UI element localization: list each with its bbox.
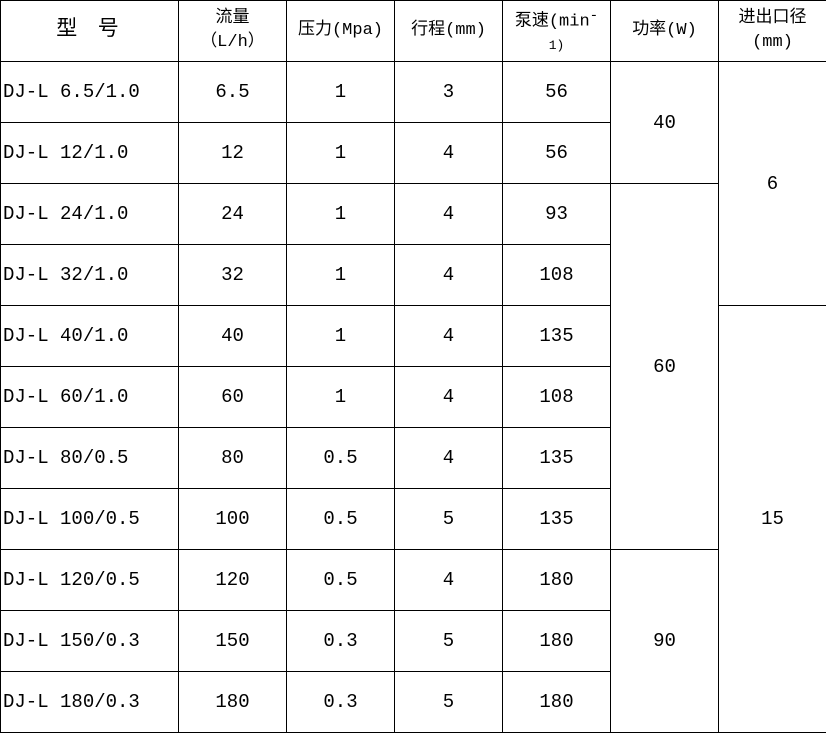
table-row: DJ-L 32/1.0 32 1 4 108 [0,244,826,306]
cell-flow: 80 [178,427,287,489]
header-port: 进出口径 (mm) [718,0,826,62]
cell-pressure: 0.3 [286,671,395,733]
cell-model: DJ-L 60/1.0 [0,366,179,428]
header-model: 型 号 [0,0,179,62]
cell-flow: 60 [178,366,287,428]
cell-model: DJ-L 120/0.5 [0,549,179,611]
cell-stroke: 5 [394,671,503,733]
cell-flow: 150 [178,610,287,672]
cell-model: DJ-L 40/1.0 [0,305,179,367]
cell-speed: 180 [502,549,611,611]
header-row: 型 号 流量 （L/h） 压力(Mpa) 行程(mm) 泵速(min- 1) 功率(… [0,0,826,62]
table-row: DJ-L 6.5/1.0 6.5 1 3 56 40 6 [0,61,826,306]
cell-stroke: 4 [394,183,503,245]
cell-pressure: 0.5 [286,549,395,611]
cell-speed: 56 [502,61,611,123]
header-flow: 流量 （L/h） [178,0,287,62]
cell-flow: 40 [178,305,287,367]
cell-flow: 12 [178,122,287,184]
cell-power: 60 [610,183,719,550]
cell-speed: 135 [502,488,611,550]
header-stroke: 行程(mm) [394,0,503,62]
cell-flow: 32 [178,244,287,306]
cell-power: 90 [610,549,719,733]
cell-stroke: 4 [394,549,503,611]
cell-model: DJ-L 6.5/1.0 [0,61,179,123]
cell-pressure: 1 [286,61,395,123]
header-pressure: 压力(Mpa) [286,0,395,62]
cell-pressure: 1 [286,122,395,184]
header-port-line1: 进出口径 [738,9,807,28]
cell-speed: 93 [502,183,611,245]
table-row: DJ-L 150/0.3 150 0.3 5 180 [0,610,826,672]
cell-speed: 108 [502,244,611,306]
header-flow-line1: 流量 [215,9,250,28]
cell-port-diameter: 6 [718,61,826,306]
cell-speed: 56 [502,122,611,184]
cell-stroke: 4 [394,305,503,367]
table-row: DJ-L 100/0.5 100 0.5 5 135 [0,488,826,550]
header-speed: 泵速(min- 1) [502,0,611,62]
header-speed-sup: - [589,7,599,24]
cell-stroke: 5 [394,610,503,672]
cell-stroke: 4 [394,366,503,428]
header-power: 功率(W) [610,0,719,62]
cell-speed: 180 [502,671,611,733]
table-row: DJ-L 180/0.3 180 0.3 5 180 [0,671,826,733]
cell-speed: 180 [502,610,611,672]
table-row: DJ-L 24/1.0 24 1 4 93 60 [0,183,826,550]
cell-flow: 6.5 [178,61,287,123]
cell-stroke: 4 [394,122,503,184]
cell-speed: 135 [502,305,611,367]
table-row: DJ-L 120/0.5 120 0.5 4 180 90 [0,549,826,733]
cell-model: DJ-L 12/1.0 [0,122,179,184]
cell-speed: 135 [502,427,611,489]
cell-model: DJ-L 80/0.5 [0,427,179,489]
cell-model: DJ-L 180/0.3 [0,671,179,733]
header-port-line2: (mm) [752,33,793,52]
cell-pressure: 0.5 [286,427,395,489]
cell-pressure: 0.3 [286,610,395,672]
cell-stroke: 5 [394,488,503,550]
cell-model: DJ-L 24/1.0 [0,183,179,245]
table-row: DJ-L 80/0.5 80 0.5 4 135 [0,427,826,489]
cell-stroke: 3 [394,61,503,123]
cell-flow: 180 [178,671,287,733]
cell-pressure: 1 [286,366,395,428]
cell-flow: 100 [178,488,287,550]
cell-pressure: 0.5 [286,488,395,550]
cell-stroke: 4 [394,427,503,489]
cell-flow: 120 [178,549,287,611]
table-row: DJ-L 40/1.0 40 1 4 135 15 [0,305,826,733]
cell-flow: 24 [178,183,287,245]
header-speed-line1: 泵速(min [514,12,590,32]
cell-pressure: 1 [286,244,395,306]
cell-model: DJ-L 32/1.0 [0,244,179,306]
cell-pressure: 1 [286,183,395,245]
cell-power: 40 [610,61,719,184]
cell-pressure: 1 [286,305,395,367]
cell-model: DJ-L 100/0.5 [0,488,179,550]
cell-model: DJ-L 150/0.3 [0,610,179,672]
table-row: DJ-L 12/1.0 12 1 4 56 [0,122,826,184]
cell-port-diameter: 15 [718,305,826,733]
cell-speed: 108 [502,366,611,428]
cell-stroke: 4 [394,244,503,306]
header-flow-line2: （L/h） [200,33,265,52]
header-speed-line2: 1) [548,38,565,54]
